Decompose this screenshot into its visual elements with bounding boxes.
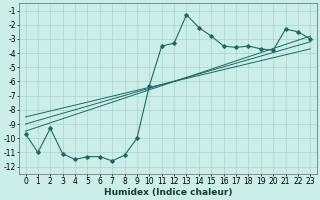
X-axis label: Humidex (Indice chaleur): Humidex (Indice chaleur) xyxy=(104,188,232,197)
